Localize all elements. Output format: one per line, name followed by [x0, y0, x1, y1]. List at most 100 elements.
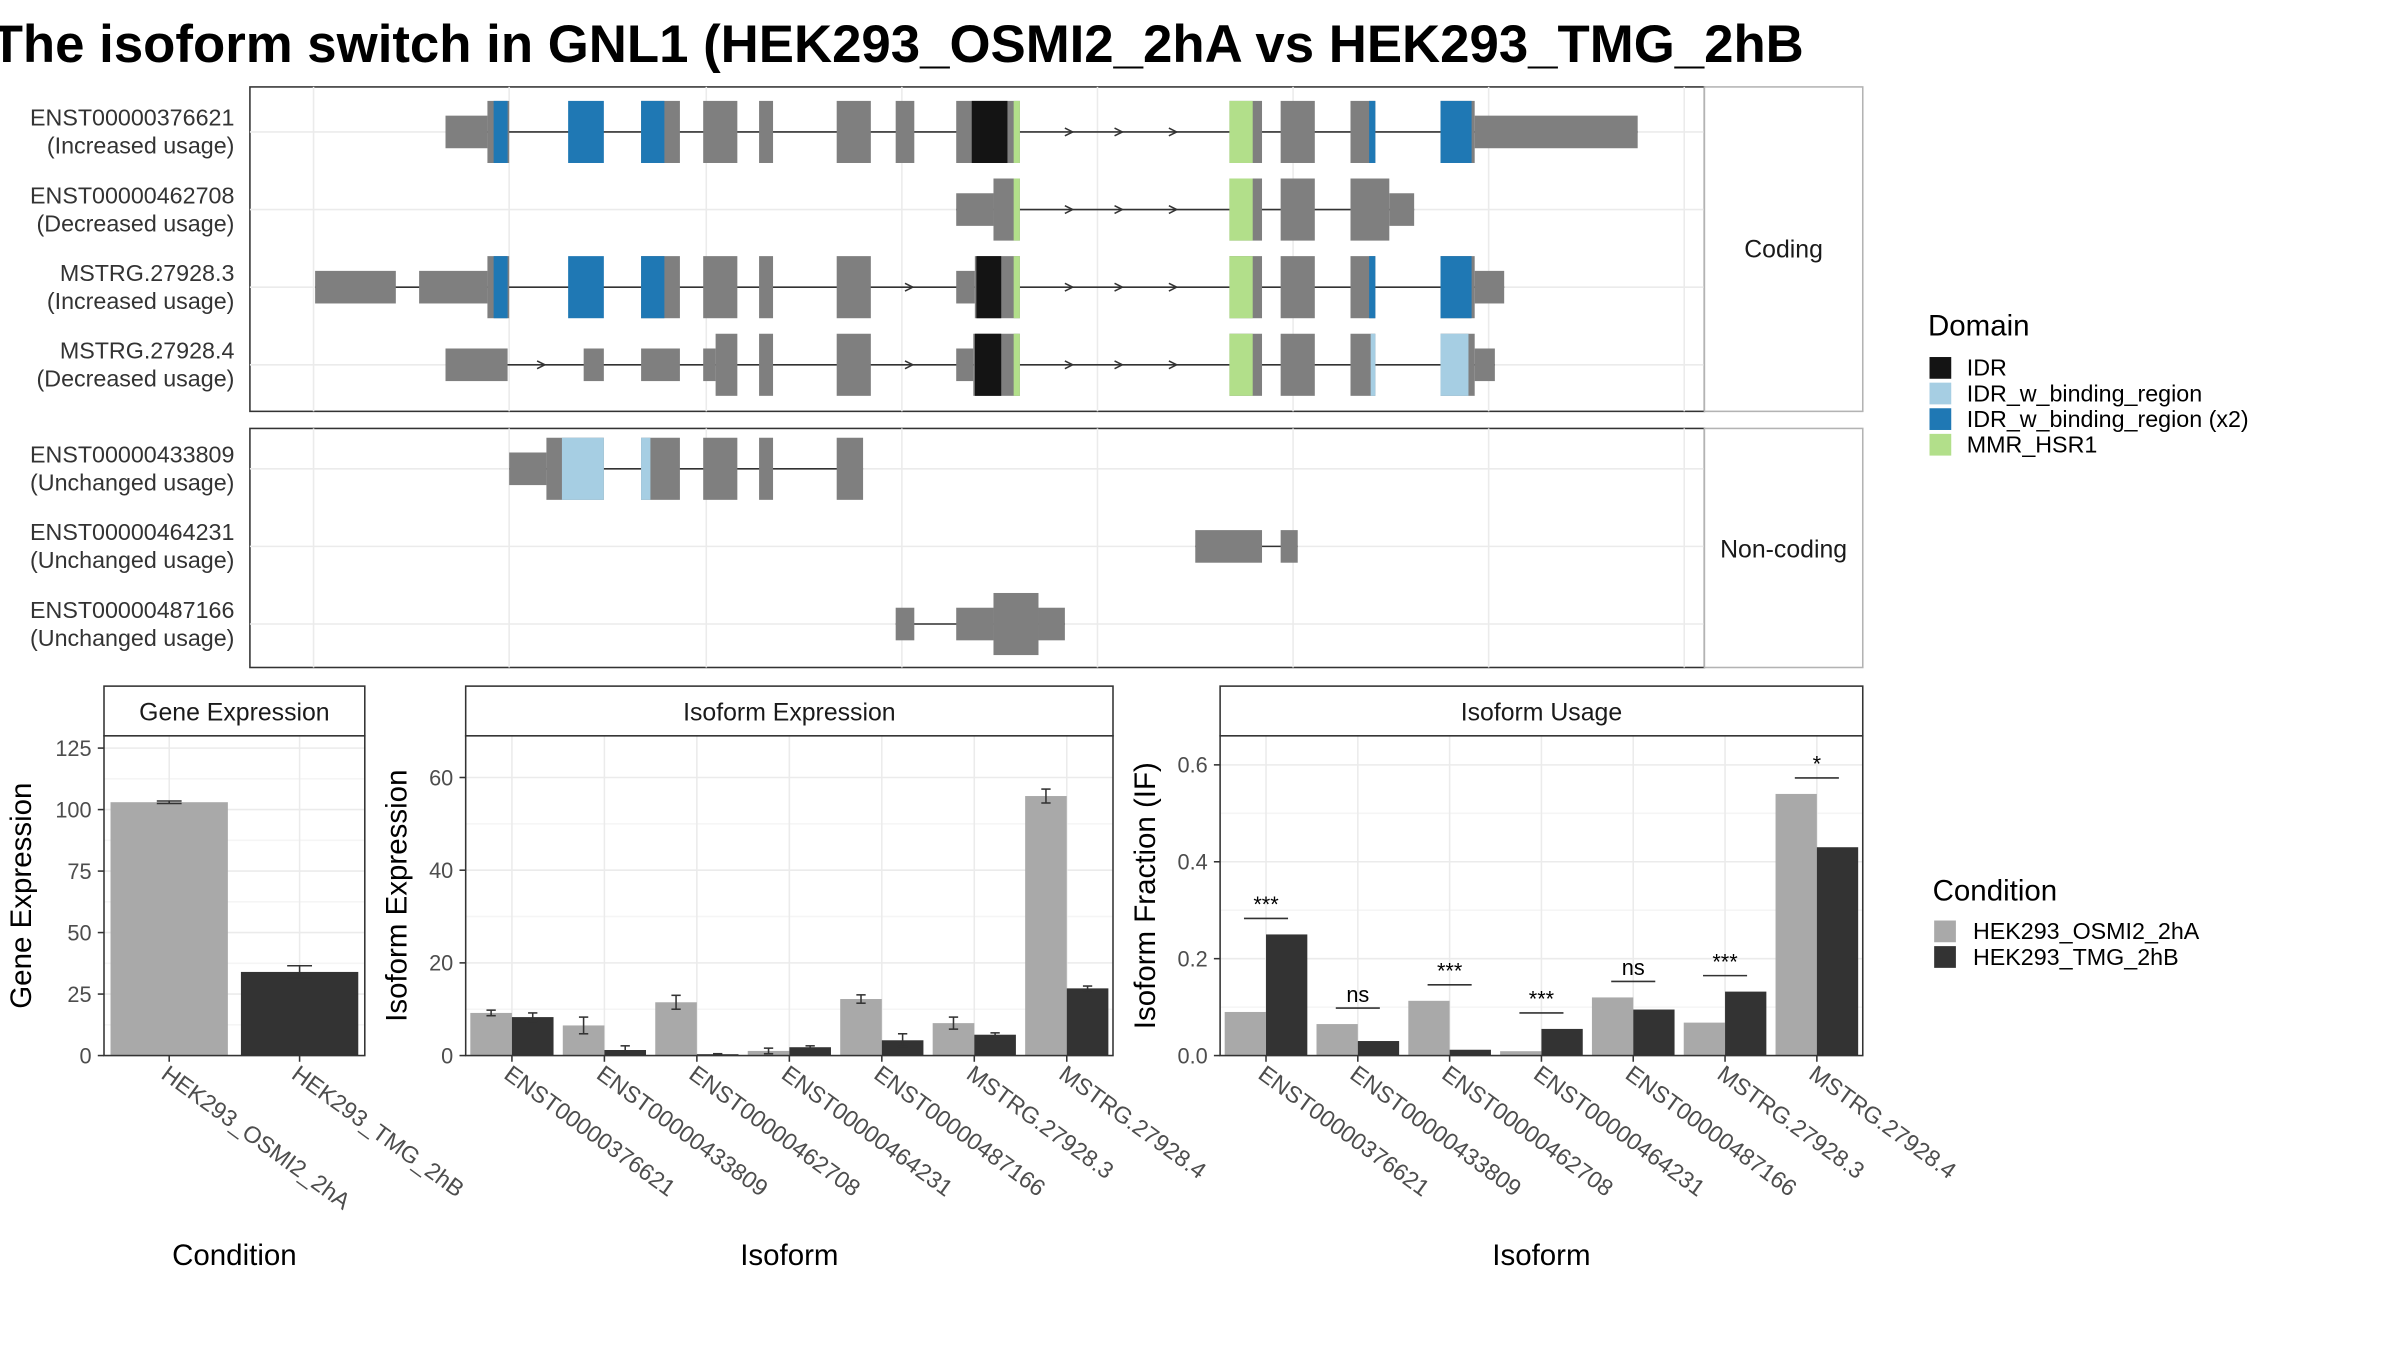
exon: [1474, 115, 1638, 149]
domain-legend-label: IDR_w_binding_region: [1967, 380, 2202, 406]
condition-legend-swatch: [1934, 946, 1956, 968]
exon: [703, 437, 738, 500]
domain-legend-label: MMR_HSR1: [1967, 431, 2098, 457]
strand-arrow: [1114, 360, 1125, 370]
strand-arrow: [1064, 360, 1075, 370]
significance-label: ***: [1253, 892, 1279, 917]
isoform-expression-chart: Isoform Expression 0 20 40 60 ENST00000376621…: [381, 685, 1211, 1272]
exon: [836, 333, 871, 396]
bar: [840, 999, 882, 1056]
strand-arrow: [1064, 204, 1075, 215]
domain-block: [1229, 256, 1253, 319]
exon: [1474, 270, 1505, 304]
x-tick-label: ENST00000487166: [870, 1060, 1051, 1201]
strand-arrow: [1064, 127, 1075, 137]
transcript-usage-label: (Unchanged usage): [30, 470, 234, 496]
exon: [836, 100, 871, 163]
domain-block: [1229, 333, 1253, 396]
bar: [974, 1034, 1016, 1056]
bar: [1224, 1011, 1267, 1056]
domain-block: [1370, 333, 1376, 396]
y-tick-label: 50: [67, 920, 91, 945]
y-tick-label: 20: [429, 951, 453, 976]
bar: [1266, 934, 1308, 1056]
transcript-track: [895, 592, 1065, 656]
panel-title: Isoform Expression: [683, 699, 896, 726]
domain-legend-swatch: [1929, 382, 1952, 405]
domain-block: [1229, 178, 1253, 241]
transcript-usage-label: (Unchanged usage): [30, 547, 234, 573]
exon: [956, 270, 975, 304]
domain-block: [493, 100, 508, 163]
strand-arrow: [536, 360, 547, 370]
exon: [703, 256, 738, 319]
strand-arrow: [1168, 282, 1179, 292]
transcript-id-label: ENST00000376621: [30, 105, 234, 131]
strand-arrow: [1064, 282, 1075, 292]
bar: [470, 1012, 512, 1056]
domain-legend: Domain IDRIDR_w_binding_regionIDR_w_bind…: [1928, 309, 2249, 457]
exon: [509, 452, 547, 486]
y-tick-label: 0.0: [1177, 1043, 1207, 1068]
transcript-usage-label: (Increased usage): [47, 288, 235, 314]
exon: [956, 607, 994, 641]
bar: [1591, 997, 1634, 1056]
y-tick-label: 75: [67, 859, 91, 884]
transcript-usage-label: (Decreased usage): [37, 366, 235, 392]
transcript-usage-label: (Increased usage): [47, 133, 235, 159]
exon: [715, 333, 738, 396]
domain-block: [561, 437, 604, 500]
y-axis-title: Gene Expression: [5, 783, 38, 1009]
transcript-labels: ENST00000376621(Increased usage)ENST0000…: [30, 105, 234, 651]
domain-legend-swatch: [1929, 357, 1952, 379]
exon: [956, 348, 974, 382]
domain-block: [568, 256, 604, 319]
exon: [1474, 348, 1495, 382]
exon: [759, 333, 774, 396]
transcript-track: [956, 178, 1415, 241]
x-axis-title: Isoform: [1492, 1239, 1590, 1272]
domain-legend-swatch: [1929, 408, 1952, 430]
transcript-track: [445, 333, 1495, 396]
strand-arrow: [1114, 127, 1125, 137]
exon: [445, 348, 508, 382]
domain-block: [1440, 100, 1472, 163]
y-tick-label: 40: [429, 858, 453, 883]
domain-block: [974, 333, 1002, 396]
transcript-usage-label: (Unchanged usage): [30, 625, 234, 651]
y-axis-title: Isoform Fraction (IF): [1129, 762, 1162, 1029]
x-tick-label: ENST00000433809: [1346, 1060, 1527, 1201]
transcript-track: [509, 437, 864, 500]
bar: [1408, 1000, 1450, 1056]
domain-block: [1440, 333, 1469, 396]
exon: [759, 437, 774, 500]
panel-title: Isoform Usage: [1461, 699, 1622, 726]
transcript-structure-plot: Coding Non-coding ENST00000376621(Increa…: [30, 86, 1864, 669]
y-tick-label: 0: [79, 1043, 91, 1068]
strand-arrow: [1168, 127, 1179, 137]
x-tick-label: ENST00000487166: [1621, 1060, 1802, 1201]
transcript-id-label: ENST00000462708: [30, 182, 234, 208]
exon: [641, 348, 680, 382]
y-tick-label: 125: [55, 736, 91, 761]
bar: [1500, 1051, 1542, 1056]
significance-label: ns: [1622, 955, 1645, 980]
panel-title: Gene Expression: [139, 699, 329, 726]
x-tick-label: ENST00000464231: [1529, 1060, 1710, 1201]
bar: [1449, 1049, 1491, 1056]
domain-block: [568, 100, 604, 163]
strand-arrow: [1168, 360, 1179, 370]
exon: [1389, 193, 1415, 226]
bar: [1683, 1022, 1726, 1056]
domain-block: [1013, 100, 1020, 163]
significance-label: ***: [1437, 959, 1463, 984]
transcript-track: [315, 256, 1505, 319]
x-tick-label: ENST00000464231: [777, 1060, 958, 1201]
exon: [583, 348, 604, 382]
bar: [655, 1002, 697, 1056]
domain-block: [1013, 333, 1020, 396]
transcript-id-label: ENST00000487166: [30, 597, 234, 623]
exon: [315, 270, 396, 304]
